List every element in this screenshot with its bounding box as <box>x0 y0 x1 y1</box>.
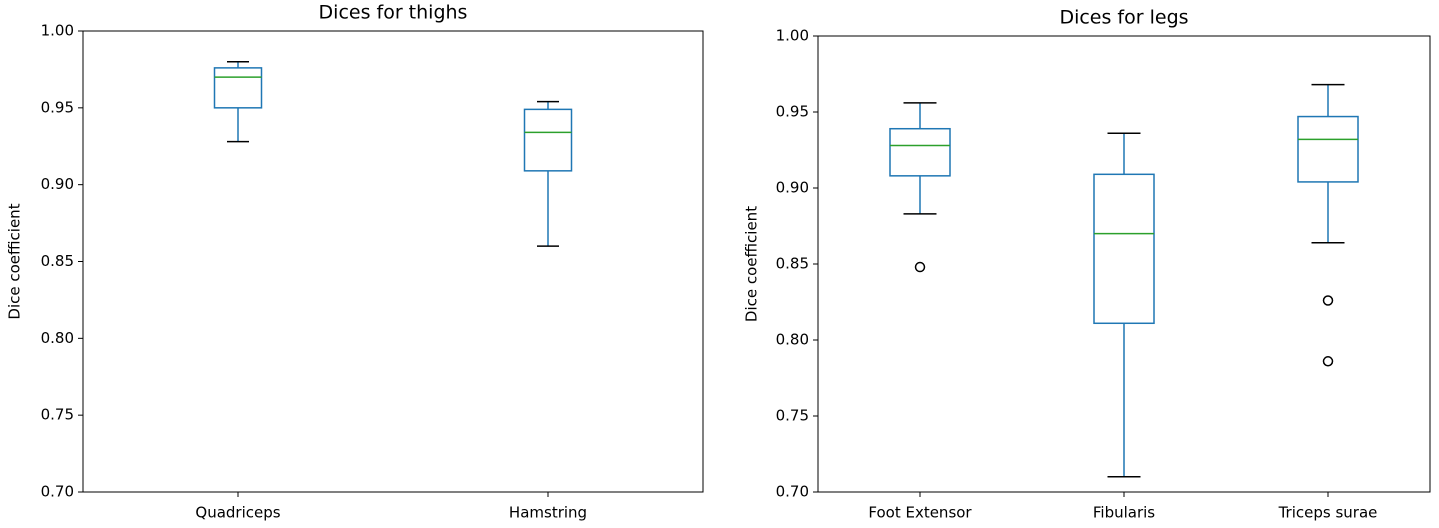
chart-title: Dices for legs <box>1059 7 1188 29</box>
y-axis-label: Dice coefficient <box>743 206 761 322</box>
y-tick-label: 0.75 <box>776 407 809 425</box>
y-tick-label: 0.85 <box>41 252 74 270</box>
plot-frame <box>82 30 704 493</box>
box <box>1297 115 1359 183</box>
plot-frame <box>817 35 1431 493</box>
box <box>1093 173 1155 325</box>
flier <box>1322 295 1334 306</box>
x-tick-label: Quadriceps <box>195 504 280 522</box>
box <box>213 67 263 109</box>
y-tick-label: 0.95 <box>776 103 809 121</box>
y-tick-label: 0.75 <box>41 406 74 424</box>
flier <box>1322 356 1334 367</box>
y-tick-label: 0.80 <box>41 329 74 347</box>
y-tick-label: 0.90 <box>776 179 809 197</box>
flier <box>914 261 926 273</box>
y-axis-label: Dice coefficient <box>6 203 24 319</box>
box <box>889 127 951 177</box>
x-tick-label: Triceps surae <box>1278 504 1378 522</box>
x-tick-label: Hamstring <box>509 504 587 522</box>
box <box>523 108 573 172</box>
y-tick-label: 0.70 <box>41 483 74 501</box>
y-tick-label: 0.85 <box>776 255 809 273</box>
y-tick-label: 1.00 <box>776 27 809 45</box>
y-tick-label: 0.95 <box>41 98 74 116</box>
y-tick-label: 0.80 <box>776 331 809 349</box>
y-tick-label: 0.70 <box>776 483 809 501</box>
x-tick-label: Fibularis <box>1093 504 1155 522</box>
y-tick-label: 0.90 <box>41 175 74 193</box>
chart-title: Dices for thighs <box>319 2 468 24</box>
y-tick-label: 1.00 <box>41 22 74 40</box>
x-tick-label: Foot Extensor <box>868 504 972 522</box>
